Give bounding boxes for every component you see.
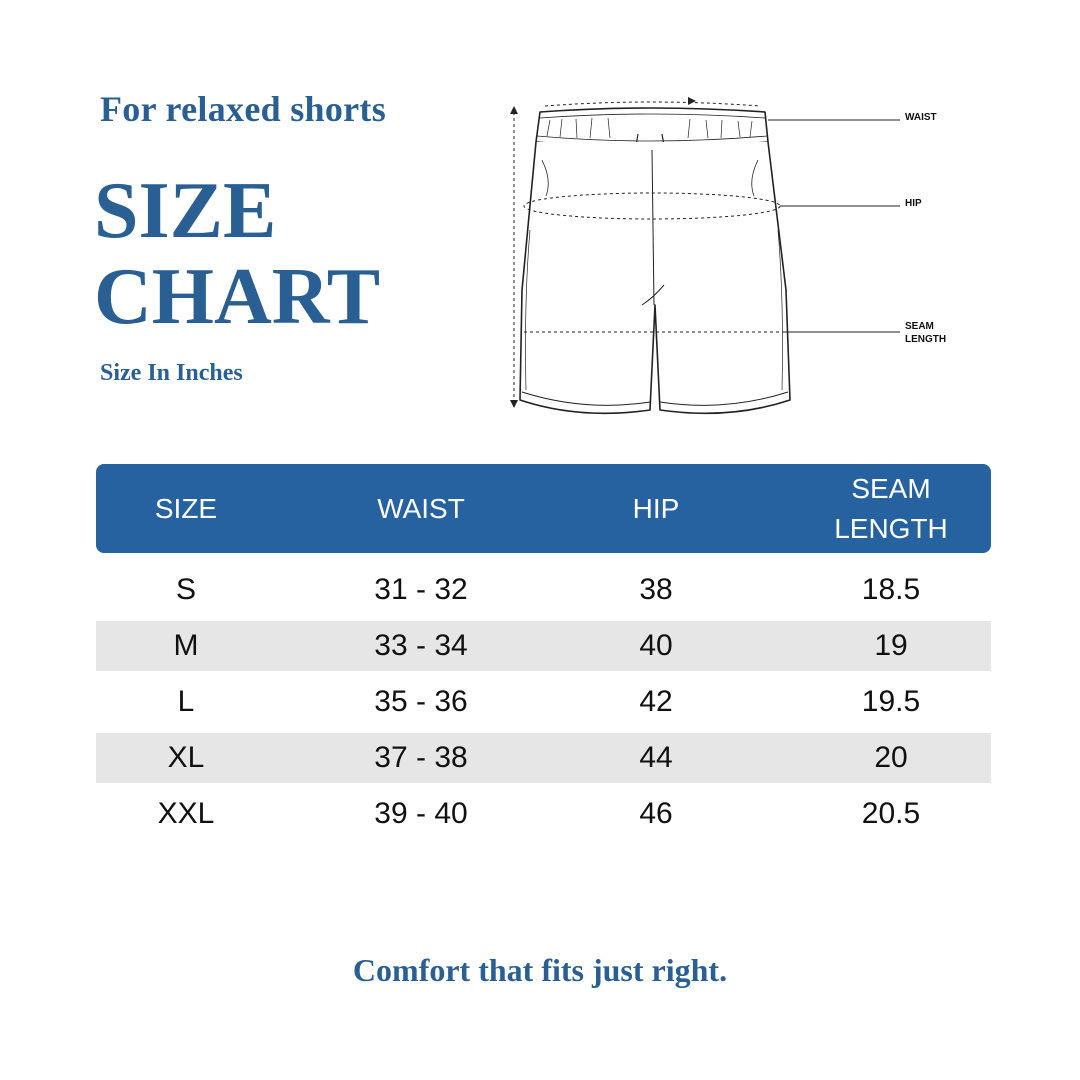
subtitle: For relaxed shorts — [100, 89, 387, 129]
label-seam-length: SEAM LENGTH — [905, 320, 946, 346]
cell-waist: 39 - 40 — [374, 797, 468, 830]
label-waist: WAIST — [905, 112, 937, 123]
title-line-chart: CHART — [94, 253, 381, 341]
table-row: M 33 - 34 40 19 — [96, 621, 991, 671]
header-seam-line1: SEAM — [851, 472, 931, 504]
label-seam-line2: LENGTH — [905, 334, 947, 345]
table-row: XL 37 - 38 44 20 — [96, 733, 991, 783]
page-title: SIZE CHART — [94, 168, 380, 340]
tagline: Comfort that fits just right. — [352, 952, 728, 988]
cell-hip: 44 — [639, 741, 673, 774]
label-seam-line1: SEAM — [905, 321, 934, 332]
cell-seam-length: 20.5 — [861, 797, 921, 830]
cell-waist: 37 - 38 — [374, 741, 468, 774]
label-hip: HIP — [905, 198, 922, 209]
cell-waist: 35 - 36 — [374, 685, 468, 718]
cell-waist: 31 - 32 — [374, 573, 468, 606]
cell-seam-length: 19.5 — [861, 685, 921, 718]
size-table: SIZE WAIST HIP SEAM LENGTH S 31 - 32 38 … — [96, 464, 991, 839]
table-header: SIZE WAIST HIP SEAM LENGTH — [96, 464, 991, 553]
cell-size: S — [175, 573, 196, 606]
cell-hip: 40 — [639, 629, 673, 662]
table-body: S 31 - 32 38 18.5 M 33 - 34 40 19 L 35 -… — [96, 553, 991, 839]
cell-seam-length: 19 — [874, 629, 908, 662]
cell-size: M — [173, 629, 199, 662]
table-row: XXL 39 - 40 46 20.5 — [96, 789, 991, 839]
header-size: SIZE — [154, 492, 218, 524]
cell-size: XXL — [157, 797, 215, 830]
table-row: S 31 - 32 38 18.5 — [96, 565, 991, 615]
shorts-illustration — [510, 97, 900, 415]
table-row: L 35 - 36 42 19.5 — [96, 677, 991, 727]
cell-size: XL — [167, 741, 205, 774]
cell-hip: 38 — [639, 573, 673, 606]
cell-hip: 46 — [639, 797, 673, 830]
header-seam-line2: LENGTH — [834, 512, 948, 544]
cell-size: L — [177, 685, 195, 718]
cell-seam-length: 18.5 — [861, 573, 921, 606]
cell-seam-length: 20 — [874, 741, 908, 774]
title-line-size: SIZE — [94, 167, 277, 255]
header-waist: WAIST — [377, 492, 465, 524]
cell-waist: 33 - 34 — [374, 629, 468, 662]
shorts-diagram: WAIST HIP SEAM LENGTH — [500, 90, 980, 430]
units-note: Size In Inches — [100, 360, 243, 386]
cell-hip: 42 — [639, 685, 673, 718]
header-hip: HIP — [632, 492, 680, 524]
header-seam-length: SEAM LENGTH — [806, 464, 976, 553]
